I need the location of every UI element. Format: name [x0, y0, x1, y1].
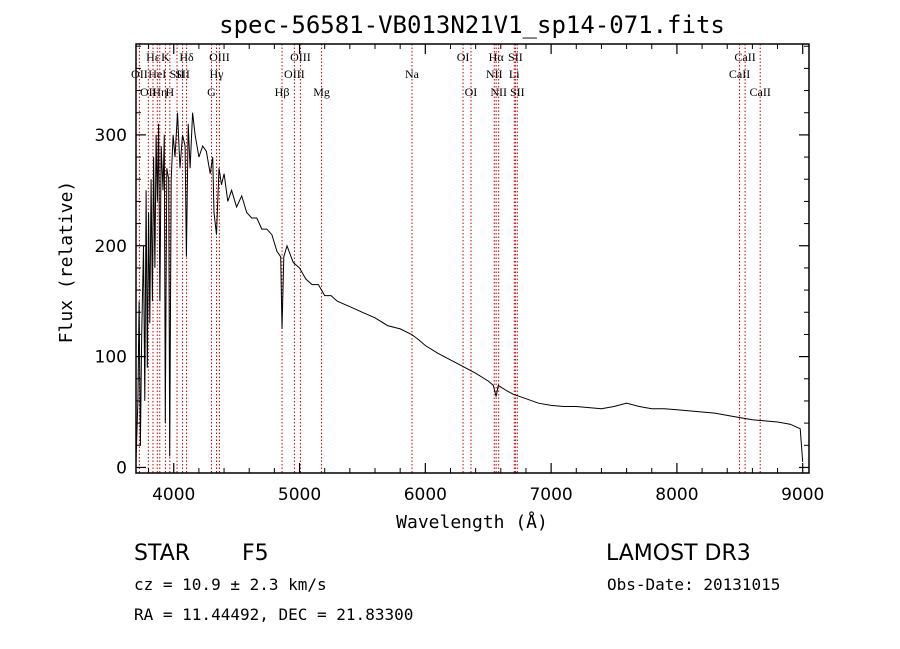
line-marker-label: Na: [405, 67, 420, 81]
line-marker-label: OIII: [284, 67, 305, 81]
line-marker-label: CaII: [734, 50, 755, 64]
x-tick-label: 9000: [781, 485, 824, 505]
redshift-info: cz = 10.9 ± 2.3 km/s: [134, 575, 327, 594]
line-marker-label: Hγ: [210, 67, 225, 81]
y-axis: 0 100 200 300: [95, 45, 809, 478]
plot-frame: [135, 43, 810, 474]
spectrum-line: [135, 112, 804, 462]
x-tick-label: 8000: [655, 485, 698, 505]
line-marker-label: OIII: [209, 50, 230, 64]
line-marker-label: CaII: [750, 85, 771, 99]
line-marker-labels: OIIOIIHεHeIHηKHSIIHδSIIGHγOIIIHβOIIIOIII…: [131, 50, 771, 99]
line-marker-label: Li: [509, 67, 520, 81]
x-axis-label: Wavelength (Å): [396, 511, 548, 533]
line-marker-label: G: [207, 85, 216, 99]
line-marker-label: K: [161, 50, 170, 64]
object-class: STAR: [134, 541, 190, 566]
y-tick-label: 100: [95, 348, 127, 368]
line-marker-label: Hβ: [275, 85, 290, 99]
line-marker-label: OI: [457, 50, 470, 64]
y-tick-label: 300: [95, 126, 127, 146]
line-marker-label: SII: [170, 67, 185, 81]
line-marker-label: CaII: [729, 67, 750, 81]
line-marker-label: OII: [131, 67, 148, 81]
x-tick-label: 4000: [152, 485, 195, 505]
coordinates: RA = 11.44492, DEC = 21.83300: [134, 605, 413, 624]
line-marker-label: NII: [486, 67, 503, 81]
line-marker-label: Mg: [313, 85, 330, 99]
line-marker-label: Hε: [146, 50, 160, 64]
line-marker-label: OIII: [290, 50, 311, 64]
survey-name: LAMOST DR3: [606, 541, 751, 566]
line-markers: [138, 44, 761, 473]
chart-title: spec-56581-VB013N21V1_sp14-071.fits: [219, 11, 725, 39]
x-tick-label: 7000: [529, 485, 572, 505]
line-marker-label: HeI: [148, 67, 166, 81]
y-tick-label: 200: [95, 237, 127, 257]
line-marker-label: SII: [510, 85, 525, 99]
x-tick-label: 6000: [404, 485, 447, 505]
line-marker-label: OI: [465, 85, 478, 99]
line-marker-label: Hδ: [179, 50, 194, 64]
line-marker-label: SII: [175, 67, 190, 81]
line-marker-label: H: [166, 85, 175, 99]
line-marker-label: Hα: [489, 50, 505, 64]
line-marker-label: Hη: [152, 85, 167, 99]
object-subclass: F5: [242, 541, 269, 566]
line-marker-label: NII: [490, 85, 507, 99]
x-tick-label: 5000: [278, 485, 321, 505]
line-marker-label: OII: [140, 85, 157, 99]
y-axis-label: Flux (relative): [56, 181, 77, 344]
line-marker-label: SII: [508, 50, 523, 64]
obs-date: Obs-Date: 20131015: [607, 575, 780, 594]
y-tick-label: 0: [116, 458, 127, 478]
x-axis: 4000 5000 6000 7000 8000 9000: [148, 44, 824, 505]
